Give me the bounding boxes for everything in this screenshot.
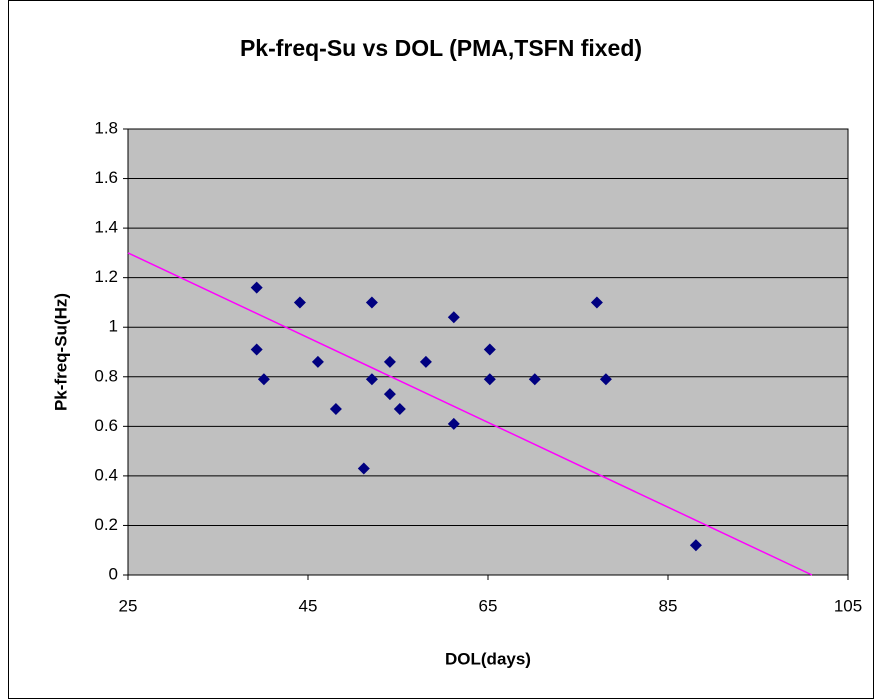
x-tick-label: 105	[834, 596, 862, 615]
data-point	[419, 355, 432, 368]
data-point	[590, 296, 603, 309]
data-point	[257, 373, 270, 386]
data-point	[383, 355, 396, 368]
data-point	[447, 417, 460, 430]
x-tick-label: 45	[299, 596, 318, 615]
x-tick-label: 65	[479, 596, 498, 615]
data-point	[483, 373, 496, 386]
y-tick-label: 0.2	[94, 515, 118, 534]
trendline	[127, 252, 813, 576]
data-point	[365, 373, 378, 386]
data-point	[250, 281, 263, 294]
data-point	[393, 402, 406, 415]
data-point	[483, 343, 496, 356]
data-point	[250, 343, 263, 356]
y-tick-label: 0.6	[94, 416, 118, 435]
x-tick-label: 25	[119, 596, 138, 615]
x-axis-label: DOL(days)	[445, 649, 531, 668]
y-tick-label: 0	[109, 564, 118, 583]
data-point	[383, 388, 396, 401]
x-tick-label: 85	[659, 596, 678, 615]
y-tick-label: 1.8	[94, 118, 118, 137]
data-point	[293, 296, 306, 309]
data-point	[689, 539, 702, 552]
data-point	[311, 355, 324, 368]
y-tick-label: 0.4	[94, 465, 118, 484]
y-tick-label: 1.6	[94, 168, 118, 187]
y-axis-label: Pk-freq-Su(Hz)	[51, 293, 70, 411]
y-tick-label: 1	[109, 317, 118, 336]
data-point	[528, 373, 541, 386]
data-point	[599, 373, 612, 386]
y-tick-label: 0.8	[94, 366, 118, 385]
y-tick-label: 1.4	[94, 218, 118, 237]
data-point	[365, 296, 378, 309]
data-point	[357, 462, 370, 475]
data-point	[329, 402, 342, 415]
y-tick-label: 1.2	[94, 267, 118, 286]
chart-title: Pk-freq-Su vs DOL (PMA,TSFN fixed)	[240, 35, 642, 61]
data-point	[447, 311, 460, 324]
